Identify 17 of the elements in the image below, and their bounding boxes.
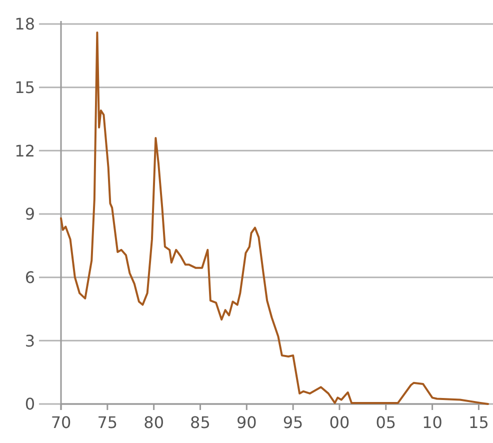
x-tick-label: 00 (329, 413, 350, 432)
y-tick-label: 9 (24, 204, 35, 224)
y-tick-label: 0 (24, 394, 35, 414)
y-tick-label: 6 (24, 268, 35, 287)
x-tick-label: 70 (50, 413, 72, 432)
y-tick-label: 12 (14, 141, 35, 160)
x-tick-label: 15 (468, 413, 489, 432)
x-tick-label: 90 (236, 413, 257, 432)
x-tick-label: 75 (97, 413, 118, 432)
x-tick-label: 05 (376, 413, 396, 432)
x-tick-label: 10 (422, 413, 442, 432)
x-tick-label: 85 (190, 413, 210, 432)
y-tick-label: 18 (14, 14, 35, 34)
x-tick-label: 80 (144, 413, 164, 432)
x-tick-label: 95 (282, 413, 304, 432)
y-tick-label: 3 (24, 331, 35, 350)
y-tick-label: 15 (14, 78, 35, 97)
